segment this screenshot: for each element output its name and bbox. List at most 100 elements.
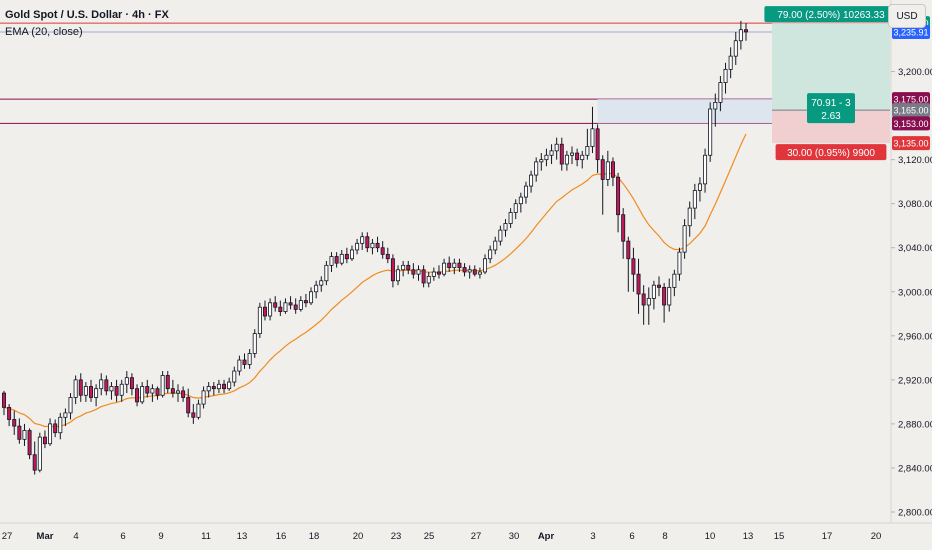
indicator-legend[interactable]: EMA (20, close) [5,26,83,38]
candle[interactable] [570,146,575,165]
candle[interactable] [426,271,431,288]
candle[interactable] [99,373,104,396]
candle[interactable] [181,386,186,402]
candle[interactable] [309,287,314,305]
candle[interactable] [227,377,232,391]
candle[interactable] [621,208,626,259]
candle[interactable] [529,170,534,193]
candle[interactable] [12,410,17,435]
stop-label[interactable]: 30.00 (0.95%) 9900 [775,144,887,161]
candle[interactable] [687,201,692,237]
candle[interactable] [380,241,385,259]
candle[interactable] [216,379,221,394]
target-label[interactable]: 79.00 (2.50%) 10263.33 [764,6,898,23]
candle[interactable] [273,296,278,312]
candle[interactable] [145,379,150,398]
candle[interactable] [667,278,672,312]
candle[interactable] [708,102,713,162]
ema-line[interactable] [3,133,747,428]
candle[interactable] [170,379,175,398]
candle[interactable] [206,382,211,398]
candle[interactable] [682,219,687,259]
candle[interactable] [462,263,467,277]
candle[interactable] [411,263,416,279]
candle[interactable] [262,300,267,321]
candle[interactable] [17,418,22,444]
candle[interactable] [559,137,564,171]
candle[interactable] [452,258,457,275]
candle[interactable] [518,192,523,213]
candle[interactable] [237,355,242,376]
candle[interactable] [314,280,319,299]
candle[interactable] [641,285,646,325]
candle[interactable] [2,390,6,416]
candle[interactable] [396,265,401,286]
candle[interactable] [564,150,569,171]
candle[interactable] [590,106,595,154]
price-label[interactable]: 3,135.00 [892,136,930,151]
candle[interactable] [42,430,47,449]
currency-button[interactable]: USD [888,4,926,28]
candle[interactable] [48,418,53,446]
candle[interactable] [539,153,544,171]
candle[interactable] [477,267,482,279]
candle[interactable] [83,382,88,402]
candle[interactable] [370,238,375,255]
candle[interactable] [467,265,472,279]
candle[interactable] [58,412,63,440]
candle[interactable] [436,265,441,279]
candle[interactable] [498,225,503,246]
candle[interactable] [68,393,73,420]
candle[interactable] [575,148,580,167]
candle[interactable] [344,247,349,264]
candle[interactable] [109,382,114,400]
candle[interactable] [119,379,124,402]
candle[interactable] [744,23,748,41]
candle[interactable] [442,258,447,277]
candle[interactable] [247,349,252,369]
candle[interactable] [232,366,237,387]
symbol-title[interactable]: Gold Spot / U.S. Dollar · 4h · FX [5,9,169,21]
candle[interactable] [447,256,452,272]
candle[interactable] [334,252,339,268]
candle[interactable] [165,371,170,394]
candle[interactable] [298,296,303,312]
candle[interactable] [421,265,426,288]
candle[interactable] [94,384,99,407]
candle[interactable] [114,379,119,402]
candle[interactable] [89,379,93,402]
candle[interactable] [211,382,216,396]
candle[interactable] [319,276,324,292]
candle[interactable] [375,236,380,253]
candle[interactable] [523,181,528,204]
candle[interactable] [222,379,227,394]
price-label[interactable]: 3,235.91 [892,25,930,40]
candle[interactable] [457,258,462,272]
candle[interactable] [483,254,488,275]
candle[interactable] [651,280,656,310]
candle[interactable] [63,408,68,427]
candle[interactable] [472,265,477,277]
candle[interactable] [733,31,738,65]
candle[interactable] [728,47,733,79]
candle[interactable] [155,386,160,400]
candle[interactable] [513,199,518,220]
candle[interactable] [140,382,145,405]
candle[interactable] [22,423,27,446]
candle[interactable] [631,247,636,292]
candle[interactable] [605,150,610,187]
candle[interactable] [713,93,718,127]
candle[interactable] [636,258,641,314]
candle[interactable] [677,247,682,281]
candle[interactable] [416,265,421,281]
candle[interactable] [242,353,247,369]
candle[interactable] [672,269,677,297]
candle[interactable] [268,298,273,321]
candle[interactable] [488,245,493,264]
candle[interactable] [431,267,436,281]
candle[interactable] [191,404,196,424]
candle[interactable] [360,232,365,250]
candle[interactable] [129,373,134,396]
candle[interactable] [595,124,600,173]
